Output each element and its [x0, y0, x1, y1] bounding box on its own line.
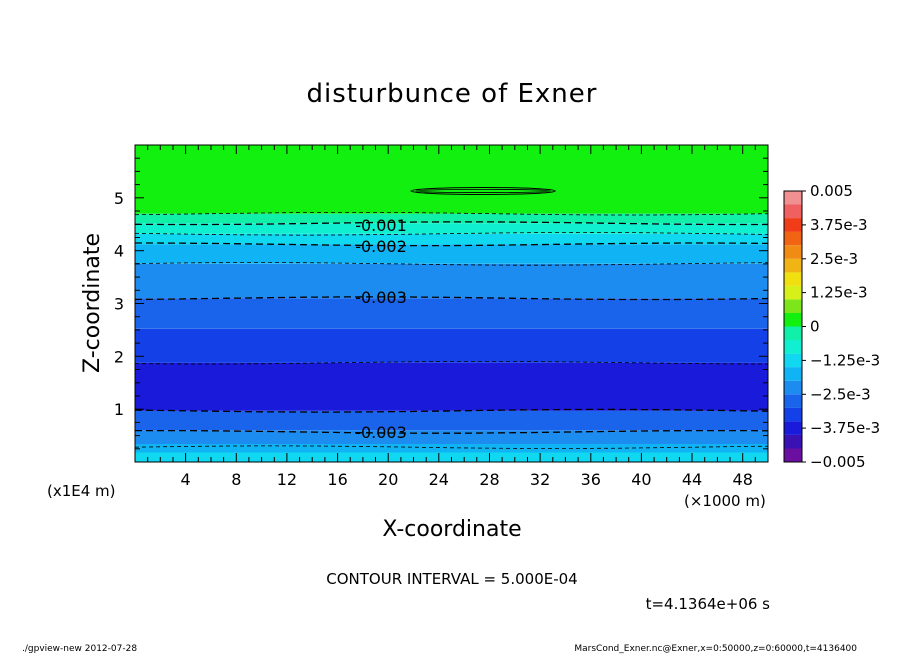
x-tick-label: 44 — [682, 470, 702, 489]
contour-labels: -0.001 -0.002 -0.003 -0.003 — [355, 216, 407, 442]
colorbar-swatch — [784, 204, 802, 219]
y-tick-label: 5 — [114, 189, 124, 208]
colorbar-label: −2.5e-3 — [810, 385, 871, 403]
contour-interval-text: CONTOUR INTERVAL = 5.000E-04 — [326, 570, 577, 588]
y-tick-label: 2 — [114, 347, 124, 366]
y-tick-labels: 1 2 3 4 5 — [114, 189, 124, 419]
chart-title: disturbunce of Exner — [307, 79, 598, 109]
y-unit-label: (x1E4 m) — [47, 482, 116, 500]
contour-line — [134, 296, 769, 301]
x-tick-label: 8 — [231, 470, 241, 489]
x-tick-labels: 4 8 12 16 20 24 28 32 36 40 44 48 — [181, 470, 753, 489]
colorbar-swatch — [784, 272, 802, 286]
contour-band — [135, 362, 768, 411]
plot-area — [135, 145, 768, 462]
y-tick-label: 3 — [114, 295, 124, 314]
contour-band — [135, 444, 768, 453]
colorbar-swatch — [784, 313, 802, 327]
colorbar-label: 1.25e-3 — [810, 284, 868, 302]
contour-band — [135, 223, 768, 234]
contour-band — [135, 233, 768, 245]
colorbar-swatch — [784, 340, 802, 354]
colorbar-swatch — [784, 245, 802, 259]
footer-program-date: ./gpview-new 2012-07-28 — [22, 644, 137, 654]
x-tick-label: 12 — [277, 470, 297, 489]
x-tick-label: 20 — [378, 470, 398, 489]
y-tick-label: 4 — [114, 242, 124, 261]
colorbar-label: −3.75e-3 — [810, 419, 880, 437]
colorbar-label: 2.5e-3 — [810, 250, 858, 268]
closed-contour — [410, 186, 556, 195]
x-tick-label: 24 — [429, 470, 449, 489]
x-tick-label: 48 — [733, 470, 753, 489]
colorbar-swatch — [784, 231, 802, 246]
contour-label: -0.001 — [355, 216, 407, 235]
colorbar-label: −0.005 — [810, 453, 866, 471]
time-stamp: t=4.1364e+06 s — [646, 595, 771, 613]
contour-line — [134, 212, 769, 216]
x-tick-label: 32 — [530, 470, 550, 489]
contour-band — [135, 410, 768, 431]
contour-line — [134, 262, 769, 266]
colorbar — [784, 191, 802, 462]
contour-line — [134, 445, 769, 449]
contour-line — [134, 408, 769, 413]
x-tick-label: 40 — [631, 470, 651, 489]
colorbar-swatch — [784, 367, 802, 381]
contour-band — [135, 298, 768, 329]
contour-band — [135, 430, 768, 444]
contour-label: -0.003 — [355, 288, 407, 307]
colorbar-swatch — [784, 421, 802, 435]
contour-line — [135, 242, 769, 247]
contour-band — [135, 213, 768, 224]
x-tick-label: 28 — [479, 470, 499, 489]
colorbar-swatch — [784, 353, 802, 368]
contour-lines — [134, 186, 769, 449]
colorbar-swatch — [784, 285, 802, 300]
x-unit-label: (×1000 m) — [684, 492, 766, 510]
colorbar-label: 0 — [810, 318, 820, 336]
x-tick-label: 4 — [181, 470, 191, 489]
contour-band — [135, 244, 768, 264]
axis-ticks — [134, 144, 769, 463]
colorbar-label: −1.25e-3 — [810, 351, 880, 369]
colorbar-swatch — [784, 218, 802, 232]
footer-source: MarsCond_Exner.nc@Exner,x=0:50000,z=0:60… — [574, 644, 857, 654]
contour-band — [135, 328, 768, 363]
y-tick-label: 1 — [114, 400, 124, 419]
colorbar-swatch — [784, 258, 802, 273]
closed-contour — [415, 188, 551, 193]
x-tick-label: 36 — [581, 470, 601, 489]
contour-line — [134, 361, 768, 365]
y-axis-label: Z-coordinate — [80, 233, 105, 373]
colorbar-label: 0.005 — [810, 182, 853, 200]
contour-label: -0.002 — [355, 237, 407, 256]
colorbar-swatch — [784, 380, 802, 395]
contour-band — [135, 145, 768, 214]
colorbar-swatch — [784, 448, 802, 462]
contour-line — [135, 429, 769, 434]
colorbar-swatch — [784, 434, 802, 449]
colorbar-swatch — [784, 191, 802, 205]
colorbar-swatch — [784, 394, 802, 408]
colorbar-swatch — [784, 299, 802, 313]
x-axis-label: X-coordinate — [382, 517, 521, 542]
colorbar-swatch — [784, 407, 802, 422]
colorbar-labels: 0.005 3.75e-3 2.5e-3 1.25e-3 0 −1.25e-3 −2.5e-… — [802, 182, 880, 471]
colorbar-label: 3.75e-3 — [810, 216, 868, 234]
colorbar-swatch — [784, 326, 802, 340]
contour-band — [135, 263, 768, 299]
x-tick-label: 16 — [327, 470, 347, 489]
contour-label: -0.003 — [355, 423, 407, 442]
contour-line — [134, 221, 768, 226]
contour-line — [134, 232, 769, 236]
